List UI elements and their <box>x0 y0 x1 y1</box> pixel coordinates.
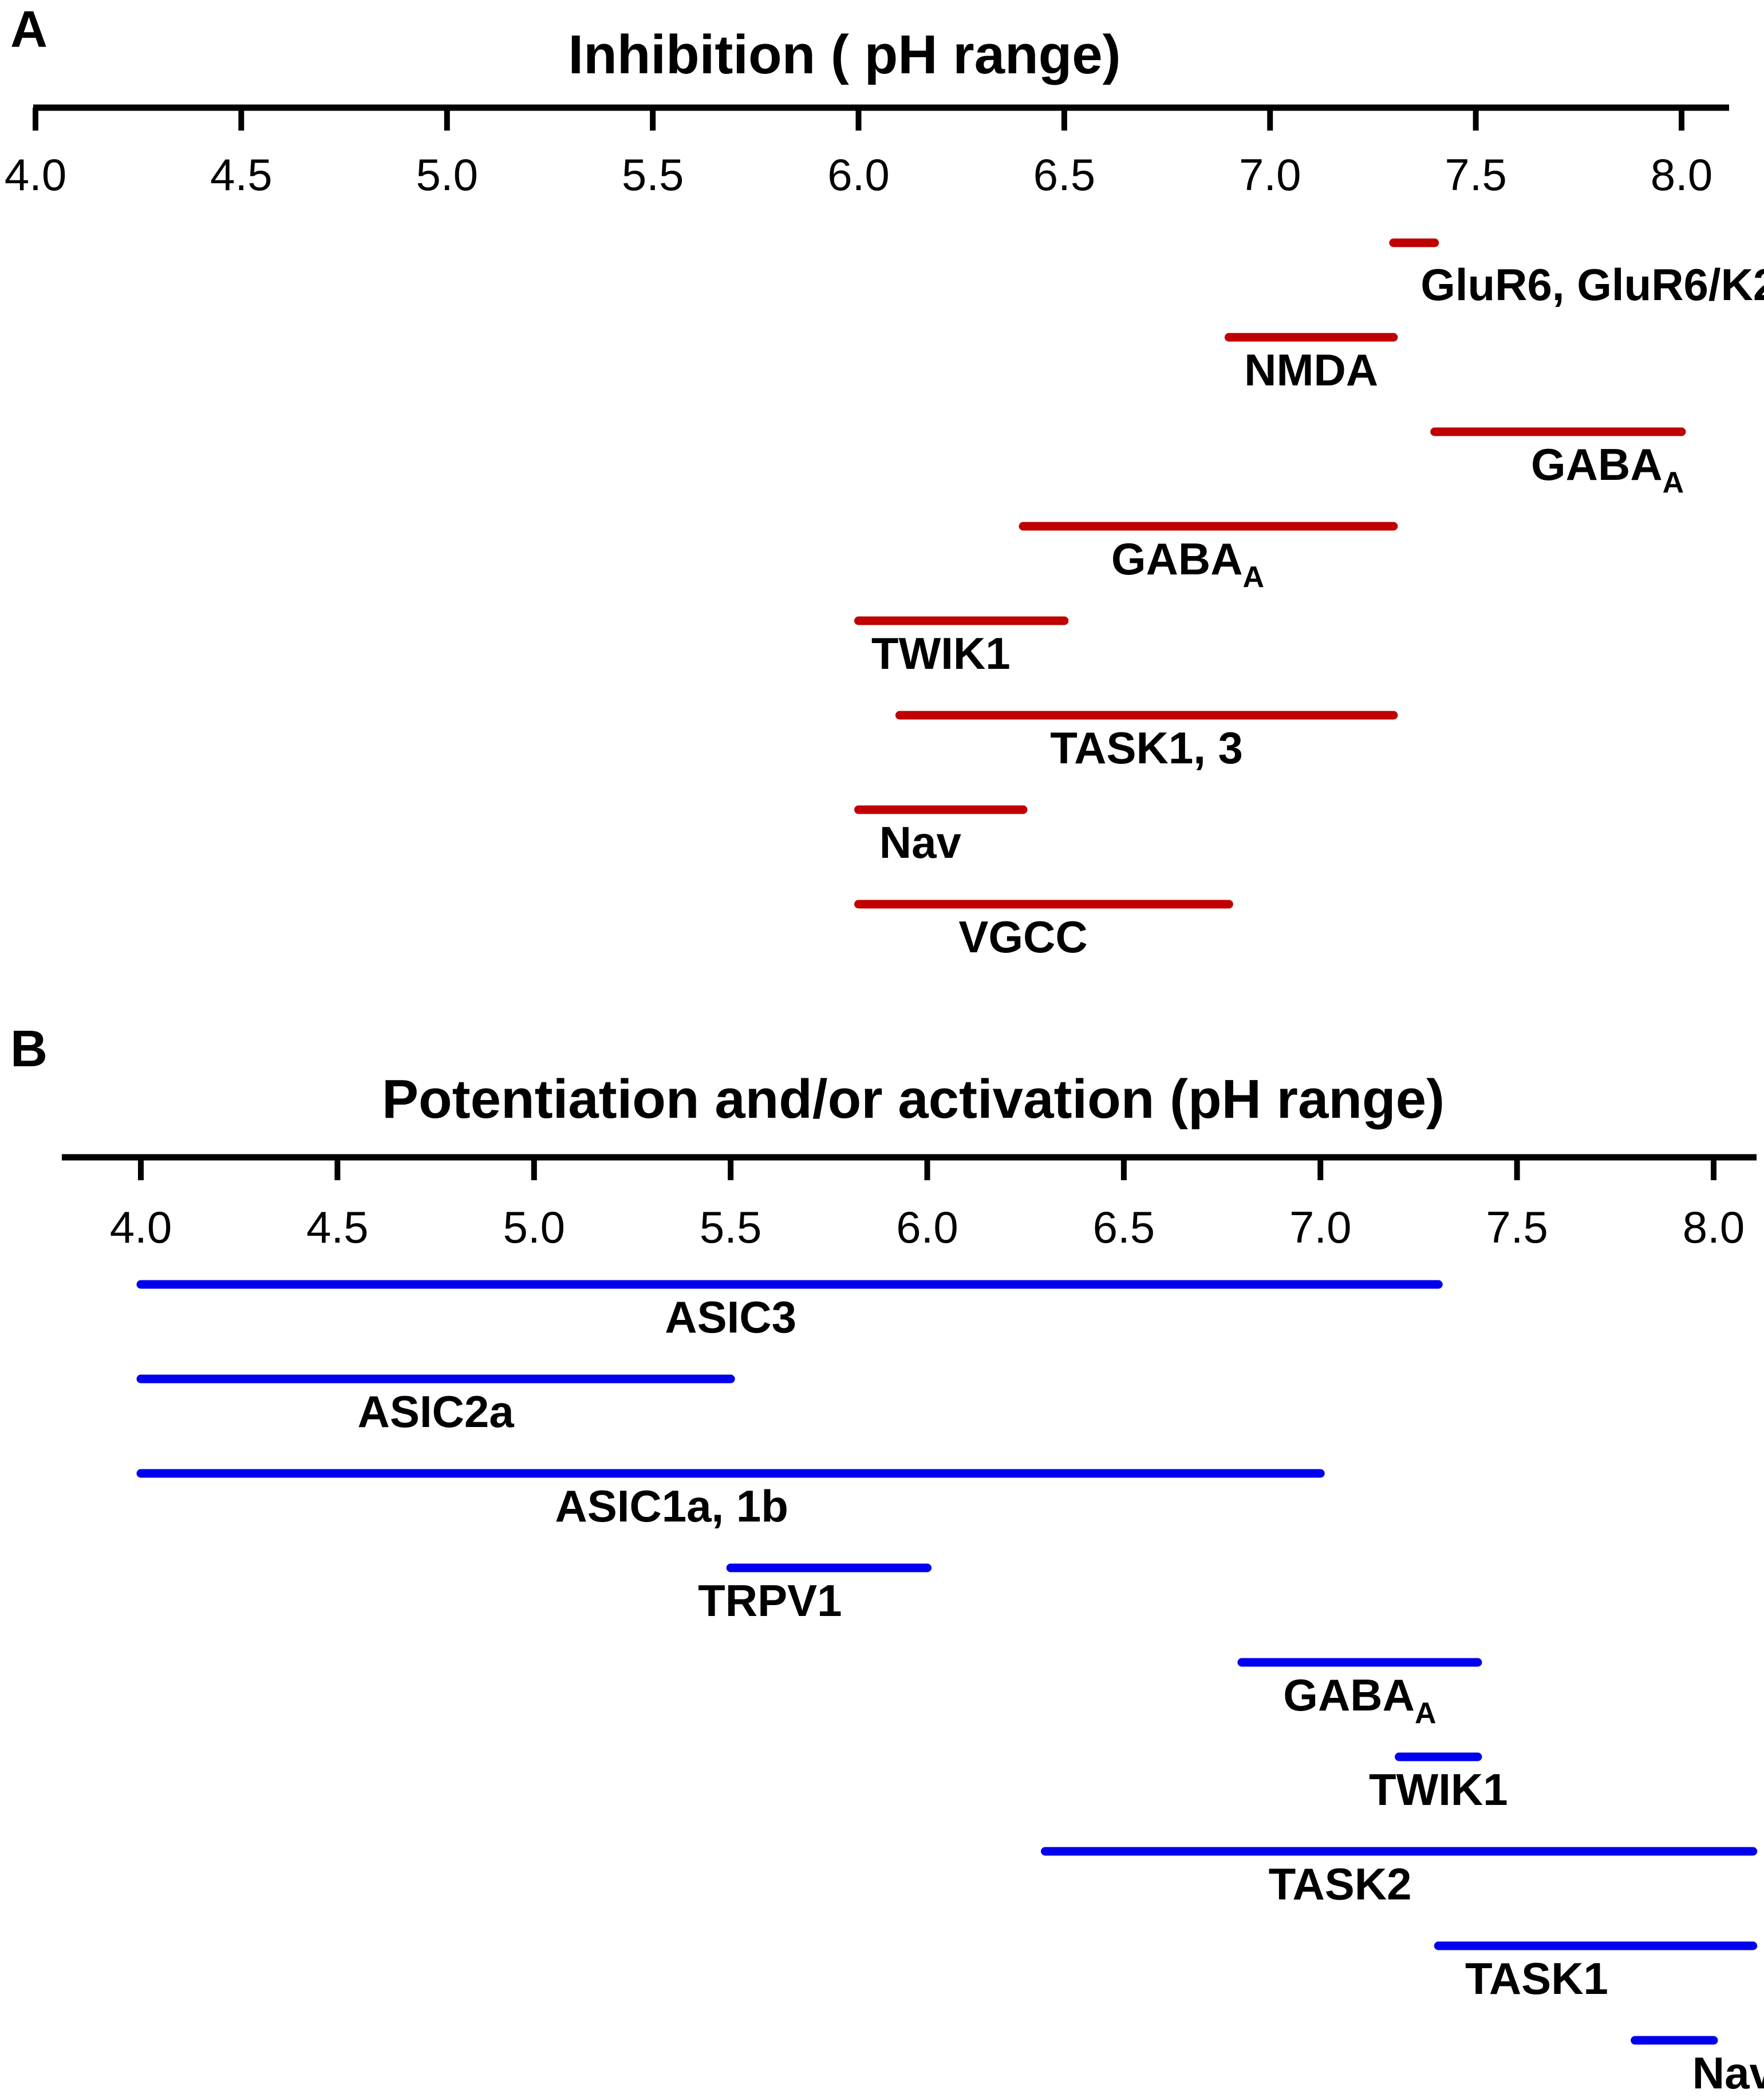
panel-a-range-label: GABAA <box>1111 534 1264 594</box>
panel-b-range-label: TWIK1 <box>1369 1764 1508 1815</box>
panel-b-tick-label: 7.0 <box>1289 1202 1351 1252</box>
panel-a-range-label: Nav <box>879 817 962 868</box>
panel-a-letter: A <box>10 1 48 58</box>
panel-b-tick-label: 7.5 <box>1486 1202 1548 1252</box>
panel-a-tick-label: 7.0 <box>1239 149 1301 200</box>
panel-a-tick-label: 5.5 <box>622 149 684 200</box>
panel-b-range-label: Nav <box>1692 2048 1764 2097</box>
panel-b-letter: B <box>10 1020 48 1078</box>
panel-b-tick-label: 5.0 <box>503 1202 565 1252</box>
panel-b-tick-label: 6.5 <box>1093 1202 1155 1252</box>
panel-a-tick-label: 4.0 <box>5 149 66 200</box>
panel-b-range-label: TASK1 <box>1465 1953 1608 2004</box>
panel-a-range-label: VGCC <box>958 912 1087 962</box>
panel-b-range-label: ASIC1a, 1b <box>555 1481 788 1531</box>
panel-a-range-label: TWIK1 <box>871 628 1011 679</box>
panel-a-title: Inhibition ( pH range) <box>568 24 1120 85</box>
panel-b-tick-label: 4.5 <box>306 1202 368 1252</box>
panel-b-tick-label: 5.5 <box>700 1202 761 1252</box>
panel-b-range-label: ASIC2a <box>358 1386 515 1437</box>
panel-a-range-label: NMDA <box>1244 345 1378 395</box>
panel-b-range-label: ASIC3 <box>665 1292 796 1342</box>
panel-b-tick-label: 4.0 <box>110 1202 172 1252</box>
panel-b-range-label: TRPV1 <box>698 1575 842 1626</box>
panel-a-range-label: GABAA <box>1531 439 1684 499</box>
panel-a-range-label: GluR6, GluR6/K2 <box>1420 259 1764 310</box>
panel-b-tick-label: 8.0 <box>1683 1202 1745 1252</box>
panel-a-tick-label: 8.0 <box>1651 149 1712 200</box>
panel-a-tick-label: 6.5 <box>1033 149 1095 200</box>
panel-b-title: Potentiation and/or activation (pH range… <box>382 1069 1445 1130</box>
panel-a-tick-label: 4.5 <box>210 149 272 200</box>
panel-a-tick-label: 5.0 <box>416 149 478 200</box>
panel-b-range-label: GABAA <box>1283 1670 1436 1730</box>
panel-b-range-label: TASK2 <box>1269 1859 1412 1909</box>
panel-b: B Potentiation and/or activation (pH rang… <box>10 1020 1764 2097</box>
panel-b-tick-label: 6.0 <box>896 1202 958 1252</box>
panel-a: A Inhibition ( pH range) 4.0 4.5 5.0 5.5 6.0 6.… <box>5 1 1764 962</box>
panel-a-tick-label: 7.5 <box>1445 149 1506 200</box>
panel-a-range-label: TASK1, 3 <box>1050 723 1243 773</box>
panel-a-tick-label: 6.0 <box>827 149 889 200</box>
